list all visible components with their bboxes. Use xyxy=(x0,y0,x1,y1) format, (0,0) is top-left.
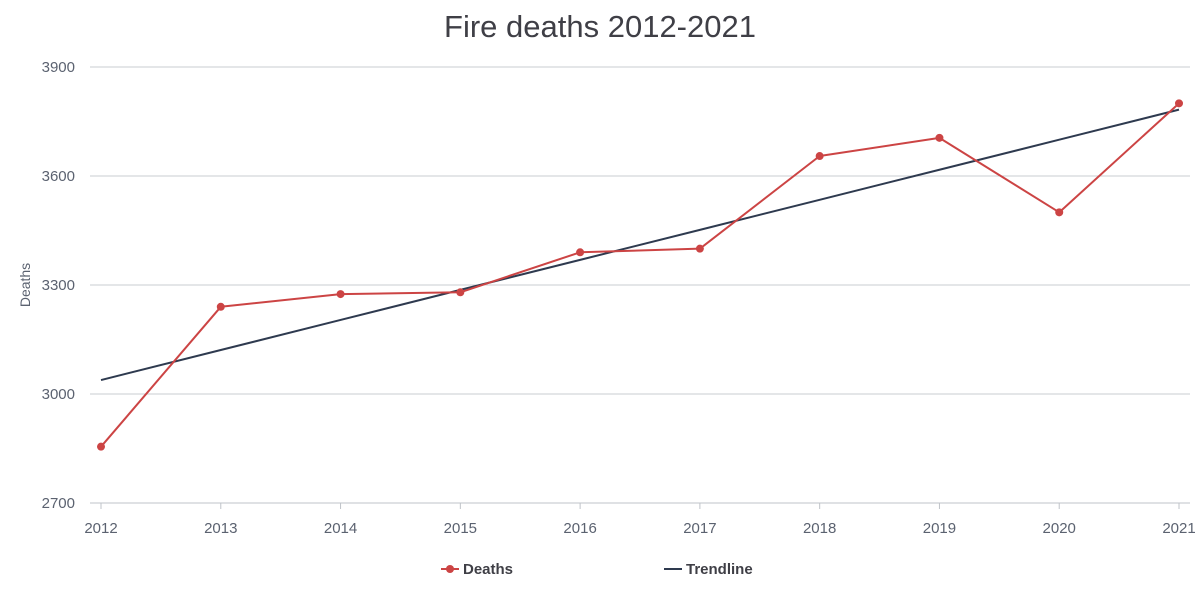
legend-label-trendline: Trendline xyxy=(686,561,753,578)
deaths-point xyxy=(1055,208,1064,217)
legend-marker-deaths xyxy=(446,565,454,573)
y-tick-label: 3300 xyxy=(42,277,75,294)
x-axis-ticks: 2012 2013 2014 2015 2016 2017 2018 2019 2020 2021 xyxy=(84,503,1196,537)
y-axis-ticks: 2700 3000 3300 3600 3900 xyxy=(42,59,75,512)
y-axis-title: Deaths xyxy=(17,263,33,307)
x-tick-label: 2020 xyxy=(1043,520,1076,537)
deaths-series-line xyxy=(100,102,1180,448)
chart-title: Fire deaths 2012-2021 xyxy=(444,9,756,44)
x-tick-label: 2018 xyxy=(803,520,836,537)
y-tick-label: 3600 xyxy=(42,168,75,185)
deaths-point xyxy=(336,290,345,299)
y-tick-label: 2700 xyxy=(42,495,75,512)
x-tick-label: 2017 xyxy=(683,520,716,537)
x-tick-label: 2013 xyxy=(204,520,237,537)
y-tick-label: 3000 xyxy=(42,386,75,403)
y-tick-label: 3900 xyxy=(42,59,75,76)
deaths-point xyxy=(97,442,105,451)
legend: Deaths Trendline xyxy=(441,561,753,578)
deaths-point xyxy=(456,288,465,297)
x-tick-label: 2014 xyxy=(324,520,357,537)
x-tick-label: 2021 xyxy=(1162,520,1195,537)
x-tick-label: 2016 xyxy=(563,520,596,537)
x-tick-label: 2015 xyxy=(444,520,477,537)
legend-label-deaths: Deaths xyxy=(463,561,513,578)
deaths-point xyxy=(695,244,704,253)
deaths-point xyxy=(935,133,944,142)
deaths-point xyxy=(815,152,824,161)
plot-area xyxy=(97,99,1183,451)
gridlines xyxy=(90,66,1190,504)
x-tick-label: 2012 xyxy=(84,520,117,537)
deaths-point xyxy=(576,248,585,257)
x-tick-label: 2019 xyxy=(923,520,956,537)
deaths-point xyxy=(216,302,225,311)
trendline-series-line xyxy=(100,108,1180,382)
deaths-point xyxy=(1175,99,1183,108)
